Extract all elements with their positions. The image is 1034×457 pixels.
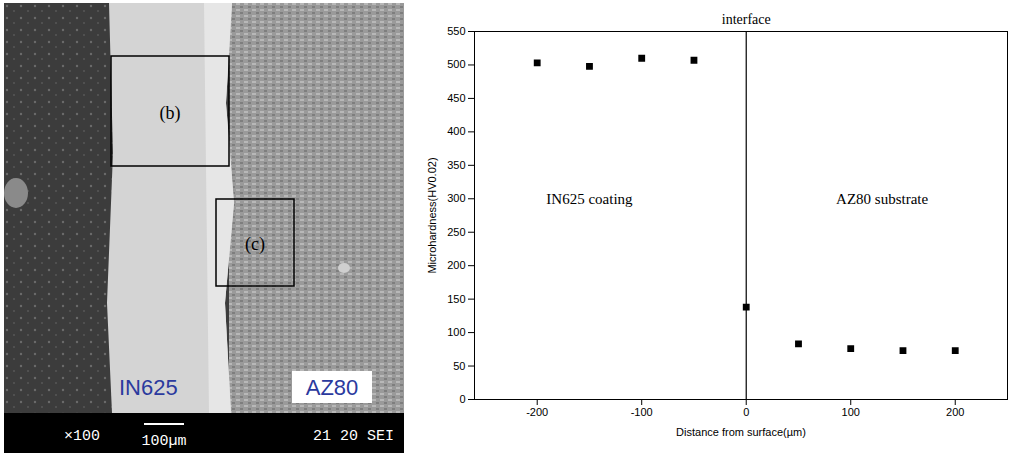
svg-text:×100: ×100 — [64, 428, 100, 445]
svg-text:50: 50 — [453, 360, 465, 372]
svg-text:100: 100 — [842, 406, 860, 418]
svg-text:21 20 SEI: 21 20 SEI — [313, 428, 394, 445]
svg-text:450: 450 — [447, 92, 465, 104]
svg-text:100: 100 — [447, 326, 465, 338]
svg-text:500: 500 — [447, 58, 465, 70]
svg-text:Microhardness(HV0.02): Microhardness(HV0.02) — [426, 157, 438, 273]
svg-text:200: 200 — [946, 406, 964, 418]
svg-text:AZ80 substrate: AZ80 substrate — [836, 191, 928, 207]
svg-text:300: 300 — [447, 192, 465, 204]
svg-text:AZ80: AZ80 — [306, 375, 359, 400]
svg-text:0: 0 — [743, 406, 749, 418]
svg-text:IN625: IN625 — [119, 375, 178, 400]
svg-text:200: 200 — [447, 259, 465, 271]
svg-text:(b): (b) — [160, 103, 181, 124]
svg-text:0: 0 — [459, 393, 465, 405]
svg-text:-100: -100 — [631, 406, 653, 418]
svg-text:150: 150 — [447, 293, 465, 305]
svg-text:Distance from surface(µm): Distance from surface(µm) — [676, 426, 806, 438]
svg-text:-200: -200 — [526, 406, 548, 418]
svg-text:250: 250 — [447, 226, 465, 238]
svg-text:350: 350 — [447, 159, 465, 171]
svg-text:interface: interface — [722, 12, 771, 27]
svg-text:IN625 coating: IN625 coating — [546, 191, 633, 207]
svg-text:400: 400 — [447, 125, 465, 137]
svg-text:100µm: 100µm — [141, 433, 186, 450]
svg-text:550: 550 — [447, 25, 465, 37]
svg-text:(c): (c) — [245, 234, 265, 255]
